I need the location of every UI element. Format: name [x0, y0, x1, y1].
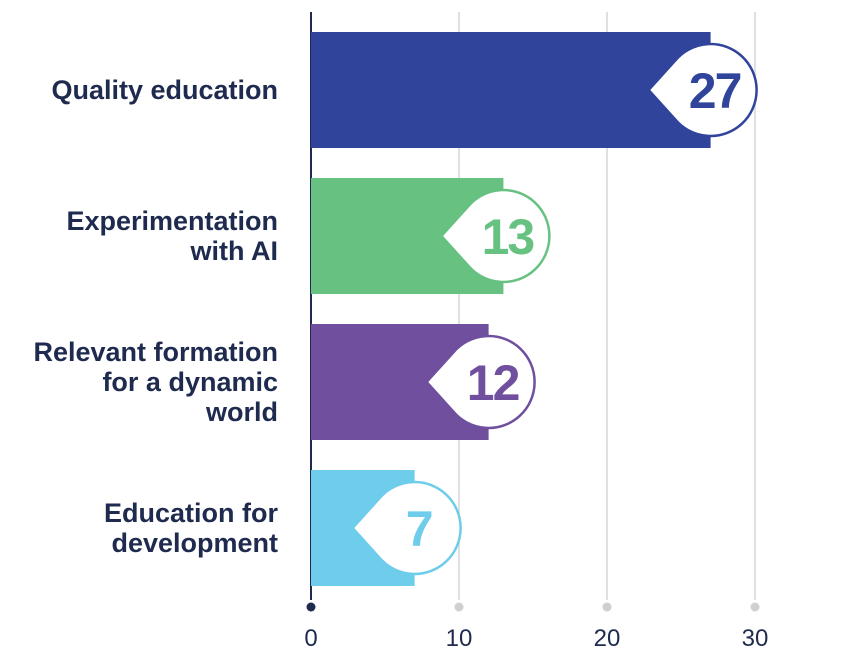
x-tick-label-30: 30	[742, 625, 769, 652]
category-label-line: Relevant formation	[33, 337, 278, 367]
bar-0	[311, 32, 711, 148]
category-label-1: Experimentation with AI	[66, 206, 278, 266]
category-label-line: development	[111, 528, 278, 558]
bars	[311, 32, 711, 586]
tick-dot-0	[306, 602, 316, 612]
category-label-line: Education for	[104, 498, 278, 528]
category-label-2: Relevant formation for a dynamic world	[33, 337, 278, 427]
category-label-line: Experimentation	[66, 206, 278, 236]
value-label-1: 13	[482, 209, 534, 265]
value-callout-2	[424, 334, 536, 430]
category-label-line: world	[205, 397, 278, 427]
value-callout-3	[350, 480, 462, 576]
category-labels: Quality education Experimentation with AI R…	[33, 75, 278, 558]
x-tick-label-10: 10	[446, 625, 473, 652]
value-callout-0	[646, 42, 758, 138]
tick-dot-20	[602, 602, 612, 612]
x-axis: 0 10 20 30	[304, 602, 769, 652]
category-label-line: Quality education	[51, 75, 278, 105]
x-tick-label-0: 0	[304, 625, 317, 652]
category-label-line: with AI	[190, 236, 279, 266]
value-callouts: 27 13 12 7	[350, 42, 758, 576]
category-label-0: Quality education	[51, 75, 278, 105]
value-callout-1	[439, 188, 551, 284]
category-label-3: Education for development	[104, 498, 278, 558]
tick-dot-30	[750, 602, 760, 612]
value-label-3: 7	[406, 501, 432, 557]
x-tick-label-20: 20	[594, 625, 621, 652]
value-label-2: 12	[467, 355, 519, 411]
value-label-0: 27	[689, 63, 741, 119]
category-label-line: for a dynamic	[102, 367, 278, 397]
tick-dot-10	[454, 602, 464, 612]
